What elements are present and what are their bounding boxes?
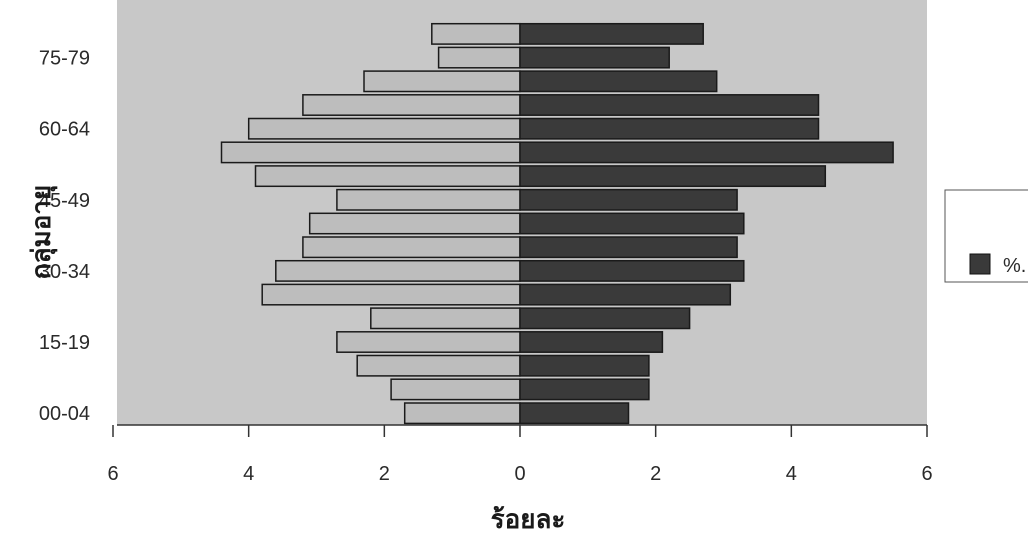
legend: %. xyxy=(944,189,1028,283)
bar-left-16 xyxy=(431,22,521,45)
bar-left-12 xyxy=(247,117,521,140)
y-tick-label: 75-79 xyxy=(39,48,90,70)
x-tick-label: 6 xyxy=(107,463,118,485)
bar-right-0 xyxy=(519,402,630,425)
bar-right-3 xyxy=(519,331,664,353)
x-tick-label: 2 xyxy=(650,463,661,485)
y-tick-label: 60-64 xyxy=(39,119,90,141)
bar-left-5 xyxy=(261,283,521,306)
y-tick-label: 15-19 xyxy=(39,332,90,354)
bar-left-6 xyxy=(275,259,521,282)
x-tick-label: 4 xyxy=(786,463,797,485)
bar-left-15 xyxy=(437,46,521,69)
bar-right-1 xyxy=(519,378,650,401)
bar-left-0 xyxy=(403,402,521,425)
bar-right-14 xyxy=(519,70,718,93)
bar-right-9 xyxy=(519,188,738,211)
bar-left-11 xyxy=(220,141,521,164)
bar-left-9 xyxy=(336,188,521,211)
x-axis-ticks: 6 4 2 0 2 4 6 xyxy=(107,425,933,485)
bar-right-2 xyxy=(519,354,650,377)
x-tick-label: 6 xyxy=(921,463,932,485)
x-tick-label: 2 xyxy=(379,463,390,485)
bar-left-8 xyxy=(308,212,521,235)
left-bars xyxy=(220,22,521,425)
bar-right-15 xyxy=(519,46,670,69)
y-axis-title: กลุ่มอายุ xyxy=(27,185,58,279)
bar-left-4 xyxy=(370,307,521,330)
x-axis-title: ร้อยละ xyxy=(491,505,566,535)
bar-left-14 xyxy=(363,70,521,93)
bar-left-1 xyxy=(390,378,521,401)
bar-right-8 xyxy=(519,212,745,235)
bar-left-2 xyxy=(356,354,521,377)
legend-swatch xyxy=(969,253,991,275)
bar-right-7 xyxy=(519,236,738,259)
bar-right-4 xyxy=(519,307,691,330)
bar-left-7 xyxy=(302,236,521,259)
x-tick-label: 0 xyxy=(514,463,525,485)
bar-right-5 xyxy=(519,283,732,306)
y-axis-tick-labels: 00-04 15-19 30-34 45-49 60-64 75-79 xyxy=(39,48,90,426)
y-tick-label: 30-34 xyxy=(39,261,90,283)
bar-right-13 xyxy=(519,94,820,116)
bar-right-10 xyxy=(519,165,827,188)
bar-right-12 xyxy=(519,117,820,140)
y-tick-label: 00-04 xyxy=(39,403,90,425)
y-tick-label: 45-49 xyxy=(39,190,90,212)
x-tick-label: 4 xyxy=(243,463,254,485)
bar-left-13 xyxy=(302,94,521,116)
right-bars xyxy=(519,22,894,425)
bar-right-11 xyxy=(519,141,894,164)
bar-left-10 xyxy=(254,165,521,188)
bar-left-3 xyxy=(336,331,521,353)
bar-right-6 xyxy=(519,259,745,282)
bar-right-16 xyxy=(519,22,704,45)
legend-label: %. xyxy=(1003,255,1026,277)
